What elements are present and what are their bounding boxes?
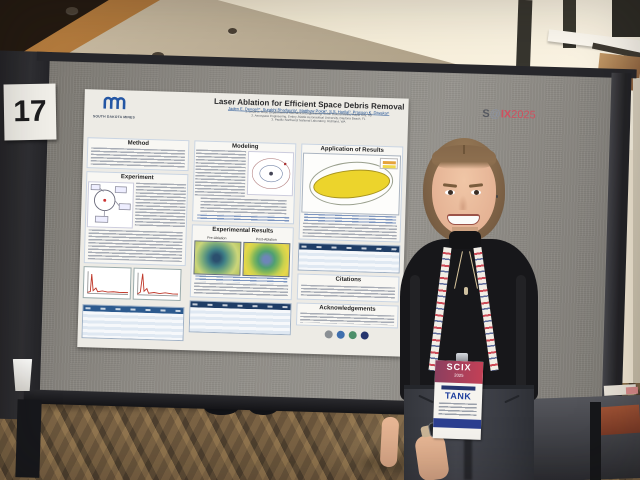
sponsor-logo [324, 330, 333, 339]
badge-footer-stripe [433, 418, 482, 429]
badge-header: SCIX 2025 [434, 360, 484, 384]
booth-number-card: 17 [3, 83, 57, 141]
section-modeling: Modeling [191, 140, 297, 225]
badge-attendee-name: TANK [444, 390, 472, 402]
spectrum-chart-pre [82, 265, 132, 300]
poster-column-middle: Modeling [188, 140, 297, 340]
orbit-diagram [246, 151, 295, 197]
table-rows [189, 306, 291, 334]
experiment-setup-diagram [86, 180, 135, 229]
post-ablation-label: Post-Ablation [255, 237, 277, 242]
presenter: SCIX 2025 TANK [370, 135, 600, 480]
board-leg [15, 399, 42, 478]
section-experiment: Experiment [83, 171, 189, 266]
spectra-caption [85, 300, 182, 304]
nose-shading [458, 195, 468, 210]
eye-right [471, 190, 481, 195]
modeling-equations [200, 197, 287, 217]
booth-number: 17 [13, 94, 47, 129]
spectrum-chart-post [132, 267, 182, 301]
turtleneck-collar [449, 231, 481, 249]
section-experimental-results: Experimental Results Pre-Ablation Post-A… [189, 224, 294, 300]
hair-part-line [463, 145, 465, 154]
mines-m-icon [103, 96, 126, 110]
sponsor-logo [360, 331, 369, 340]
badge-clip [456, 353, 468, 362]
crater-image-pre [193, 239, 242, 276]
recessed-light [228, 28, 237, 34]
scix-logo-year: 2025 [511, 108, 536, 122]
badge-detail-lines [438, 402, 477, 418]
scix-2025-logo: S@IX2025 [478, 104, 536, 122]
sponsor-logo [348, 330, 357, 339]
right-hand [379, 416, 400, 468]
middle-results-table [188, 299, 292, 335]
spectra-figures [82, 265, 186, 301]
conference-badge: SCIX 2025 TANK [432, 360, 484, 440]
badge-event-name: SCIX [446, 361, 472, 373]
poster-column-left: Method Experiment [81, 137, 190, 341]
table-rows [82, 310, 184, 340]
scix-logo-ix: IX [500, 108, 512, 121]
method-text [90, 147, 186, 169]
experiment-side-text [134, 182, 187, 228]
table-leg [590, 402, 601, 480]
crater-image-post [242, 241, 291, 277]
smile [447, 214, 480, 225]
sd-mines-logo: SOUTH DAKOTA MINES [88, 92, 141, 125]
bench-edge [598, 404, 640, 436]
window-mullion [612, 0, 640, 37]
experiment-bullets [87, 228, 183, 262]
research-poster: SOUTH DAKOTA MINES Laser Ablation for Ef… [77, 89, 536, 357]
institution-name: SOUTH DAKOTA MINES [93, 114, 136, 120]
arm-highlight [516, 275, 526, 393]
section-method: Method [86, 137, 190, 172]
earring [496, 195, 498, 198]
eye-left [445, 190, 455, 195]
results-text [193, 281, 289, 297]
pre-ablation-label: Pre-Ablation [207, 235, 227, 240]
pink-item-on-table [625, 386, 639, 395]
recessed-light [66, 7, 78, 14]
necklace-pendant [464, 287, 468, 295]
poster-header: SOUTH DAKOTA MINES Laser Ablation for Ef… [88, 92, 536, 144]
poster-columns: Method Experiment [81, 137, 404, 342]
arm-highlight [410, 275, 420, 395]
badge-year: 2025 [454, 373, 464, 379]
modeling-text [194, 149, 247, 198]
foam-cup [12, 359, 33, 391]
left-results-table [81, 303, 185, 341]
poster-board: SOUTH DAKOTA MINES Laser Ablation for Ef… [0, 50, 640, 478]
sponsor-logo [336, 330, 345, 339]
wall-sliver [633, 78, 640, 398]
leg-shadow [464, 430, 472, 480]
left-hand [414, 433, 450, 480]
